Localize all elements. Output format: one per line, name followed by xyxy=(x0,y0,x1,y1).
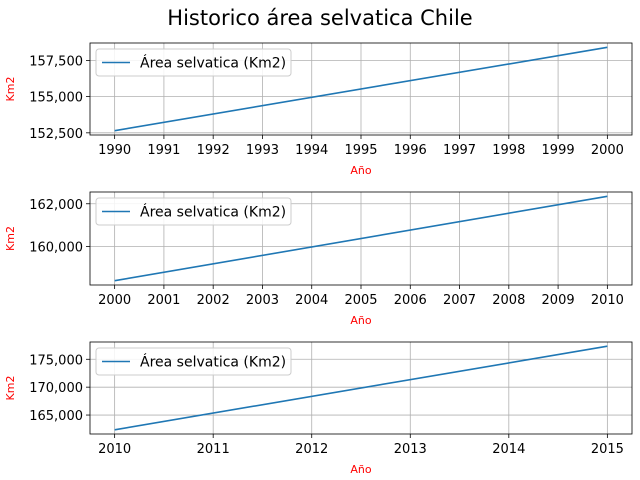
legend-label: Área selvatica (Km2) xyxy=(140,354,286,371)
y-tick-label: 165,000 xyxy=(29,409,83,424)
legend-label: Área selvatica (Km2) xyxy=(140,204,286,221)
x-tick-label: 2012 xyxy=(295,442,328,457)
x-tick-label: 2002 xyxy=(197,293,230,308)
x-tick-label: 1997 xyxy=(443,143,476,158)
subplot-2: 2000 2001 2002 2003 2004 2005 2006 2007 2008 2009… xyxy=(4,191,633,327)
legend-box xyxy=(95,197,292,226)
series-line xyxy=(114,195,608,282)
x-tick-label: 2001 xyxy=(147,293,180,308)
subplot-3: 2010 2011 2012 2013 2014 2015 165,000 170,000 17… xyxy=(4,341,633,476)
x-axis-label: Año xyxy=(350,463,371,476)
legend-box xyxy=(95,48,292,77)
y-tick-label: 162,000 xyxy=(29,198,83,213)
legend-label: Área selvatica (Km2) xyxy=(140,55,286,72)
x-tick-label: 2015 xyxy=(591,442,624,457)
x-tick-label: 1992 xyxy=(197,143,230,158)
x-tick-label: 2000 xyxy=(591,143,624,158)
x-tick-label: 2006 xyxy=(394,293,427,308)
x-tick-label: 2010 xyxy=(591,293,624,308)
x-tick-label: 2007 xyxy=(443,293,476,308)
plot-frame xyxy=(89,191,633,286)
x-tick-label: 1990 xyxy=(98,143,131,158)
y-tick-label: 160,000 xyxy=(29,241,83,256)
y-tick-label: 155,000 xyxy=(29,91,83,106)
x-tick-label: 2013 xyxy=(394,442,427,457)
x-tick-label: 2000 xyxy=(98,293,131,308)
x-tick-label: 1991 xyxy=(147,143,180,158)
x-tick-label: 2009 xyxy=(542,293,575,308)
y-tick-label: 157,500 xyxy=(29,54,83,69)
x-tick-label: 2008 xyxy=(492,293,525,308)
series-line xyxy=(114,46,608,132)
x-tick-label: 2003 xyxy=(246,293,279,308)
x-tick-label: 1996 xyxy=(394,143,427,158)
x-tick-label: 2004 xyxy=(295,293,328,308)
x-axis-label: Año xyxy=(350,314,371,327)
x-tick-label: 2005 xyxy=(344,293,377,308)
y-axis-label: Km2 xyxy=(4,77,17,102)
x-tick-label: 1994 xyxy=(295,143,328,158)
chart-title: Historico área selvatica Chile xyxy=(167,6,473,30)
y-tick-label: 170,000 xyxy=(29,381,83,396)
y-tick-label: 175,000 xyxy=(29,353,83,368)
y-tick-label: 152,500 xyxy=(29,127,83,142)
x-tick-label: 2010 xyxy=(98,442,131,457)
series-line xyxy=(114,345,608,431)
x-axis-label: Año xyxy=(350,164,371,177)
legend-box xyxy=(95,347,292,376)
x-tick-label: 1993 xyxy=(246,143,279,158)
y-axis-label: Km2 xyxy=(4,376,17,401)
subplot-1: 1990 1991 1992 1993 1994 1995 1996 1997 1998 1999… xyxy=(4,42,633,177)
x-tick-label: 1999 xyxy=(542,143,575,158)
x-tick-label: 1995 xyxy=(344,143,377,158)
plot-frame xyxy=(89,42,633,136)
x-tick-label: 2011 xyxy=(197,442,230,457)
y-axis-label: Km2 xyxy=(4,226,17,251)
x-tick-label: 2014 xyxy=(492,442,525,457)
x-tick-label: 1998 xyxy=(492,143,525,158)
plot-frame xyxy=(89,341,633,435)
